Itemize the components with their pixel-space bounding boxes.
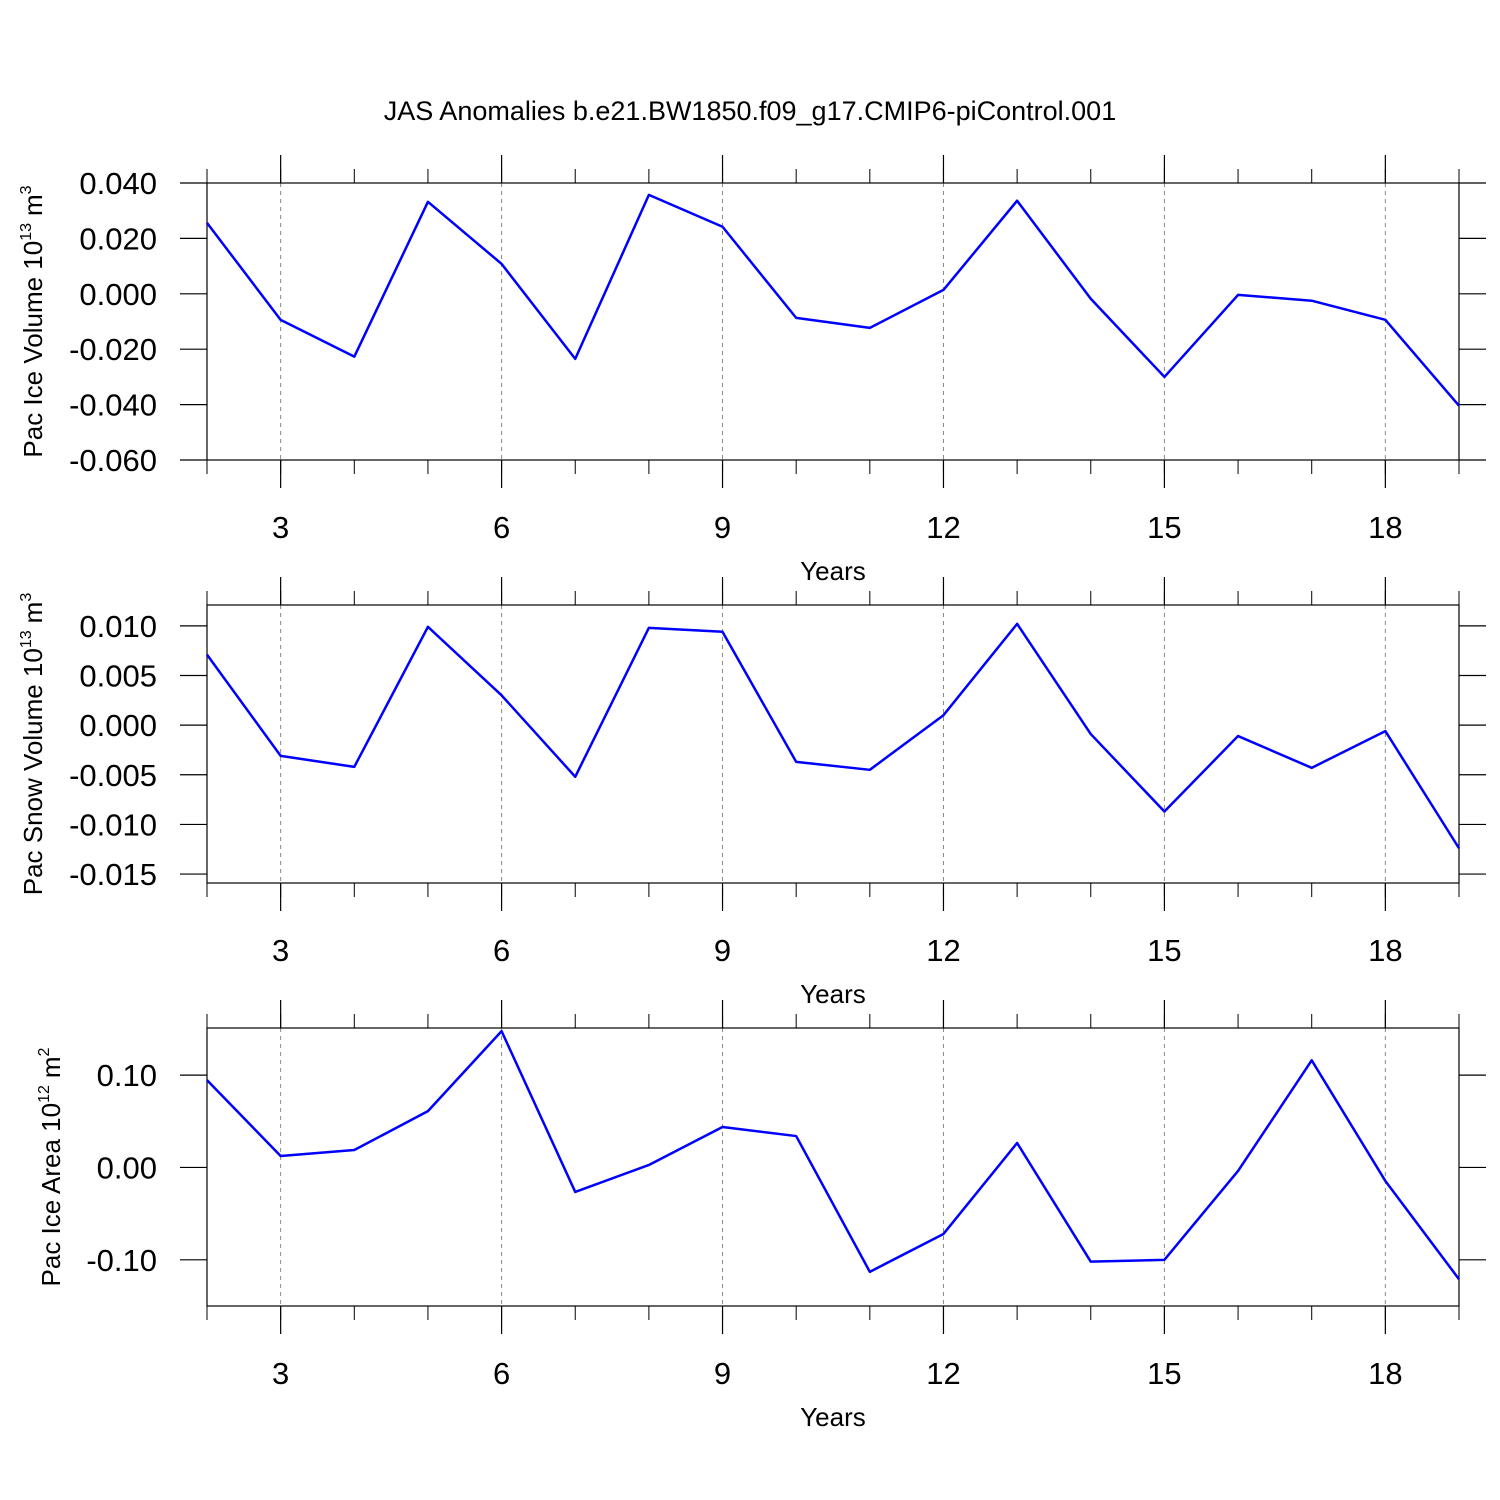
- y-label-main: Pac Ice Area 10: [36, 1103, 66, 1287]
- y-tick-label: -0.040: [69, 388, 157, 423]
- x-tick-label: 15: [1147, 1356, 1181, 1391]
- y-tick-label: -0.10: [86, 1243, 157, 1278]
- plot-frame: [206, 1027, 1460, 1307]
- x-axis-label: Years: [800, 556, 866, 586]
- y-tick-label: 0.000: [79, 708, 157, 743]
- x-tick-label: 18: [1368, 510, 1402, 545]
- y-tick-label: 0.000: [79, 277, 157, 312]
- x-tick-label: 9: [714, 933, 731, 968]
- y-label-exponent: 13: [18, 630, 35, 648]
- x-tick-label: 18: [1368, 1356, 1402, 1391]
- y-axis-label: Pac Ice Area 1012 m2: [36, 1047, 66, 1286]
- y-tick-label: 0.010: [79, 609, 157, 644]
- y-label-unit: m: [18, 194, 48, 216]
- y-tick-label: -0.015: [69, 857, 157, 892]
- x-tick-label: 6: [493, 1356, 510, 1391]
- y-tick-label: -0.020: [69, 332, 157, 367]
- y-tick-label: -0.010: [69, 807, 157, 842]
- x-tick-label: 9: [714, 510, 731, 545]
- chart-title: JAS Anomalies b.e21.BW1850.f09_g17.CMIP6…: [384, 96, 1116, 126]
- data-line: [206, 1029, 1461, 1280]
- y-tick-label: 0.10: [97, 1058, 157, 1093]
- data-line: [205, 622, 1461, 849]
- x-axis-label: Years: [800, 979, 866, 1009]
- y-tick-label: 0.020: [79, 221, 157, 256]
- y-label-unit-exponent: 3: [18, 185, 35, 194]
- plot-frame: [206, 604, 1460, 884]
- y-label-main: Pac Ice Volume 10: [18, 241, 48, 458]
- x-tick-label: 3: [272, 510, 289, 545]
- x-tick-label: 12: [926, 510, 960, 545]
- y-label-main: Pac Snow Volume 10: [18, 648, 48, 895]
- y-tick-label: -0.005: [69, 758, 157, 793]
- y-label-unit: m: [18, 602, 48, 624]
- x-tick-label: 9: [714, 1356, 731, 1391]
- y-axis-label: Pac Snow Volume 1013 m3: [18, 593, 48, 896]
- y-label-exponent: 13: [18, 223, 35, 241]
- x-tick-label: 15: [1147, 933, 1181, 968]
- x-tick-label: 6: [493, 510, 510, 545]
- data-line: [206, 193, 1460, 407]
- y-tick-label: 0.040: [79, 166, 157, 201]
- x-tick-label: 3: [272, 933, 289, 968]
- y-tick-label: -0.060: [69, 443, 157, 478]
- x-tick-label: 6: [493, 933, 510, 968]
- y-label-exponent: 12: [36, 1085, 53, 1103]
- y-tick-label: 0.005: [79, 658, 157, 693]
- x-tick-label: 18: [1368, 933, 1402, 968]
- y-label-unit-exponent: 2: [36, 1047, 53, 1056]
- x-axis-label: Years: [800, 1402, 866, 1432]
- x-tick-label: 12: [926, 1356, 960, 1391]
- y-axis-label: Pac Ice Volume 1013 m3: [18, 185, 48, 457]
- y-label-unit: m: [36, 1056, 66, 1078]
- x-tick-label: 12: [926, 933, 960, 968]
- x-tick-label: 3: [272, 1356, 289, 1391]
- y-label-unit-exponent: 3: [18, 593, 35, 602]
- y-tick-label: 0.00: [97, 1150, 157, 1185]
- x-tick-label: 15: [1147, 510, 1181, 545]
- plot-frame: [206, 182, 1460, 461]
